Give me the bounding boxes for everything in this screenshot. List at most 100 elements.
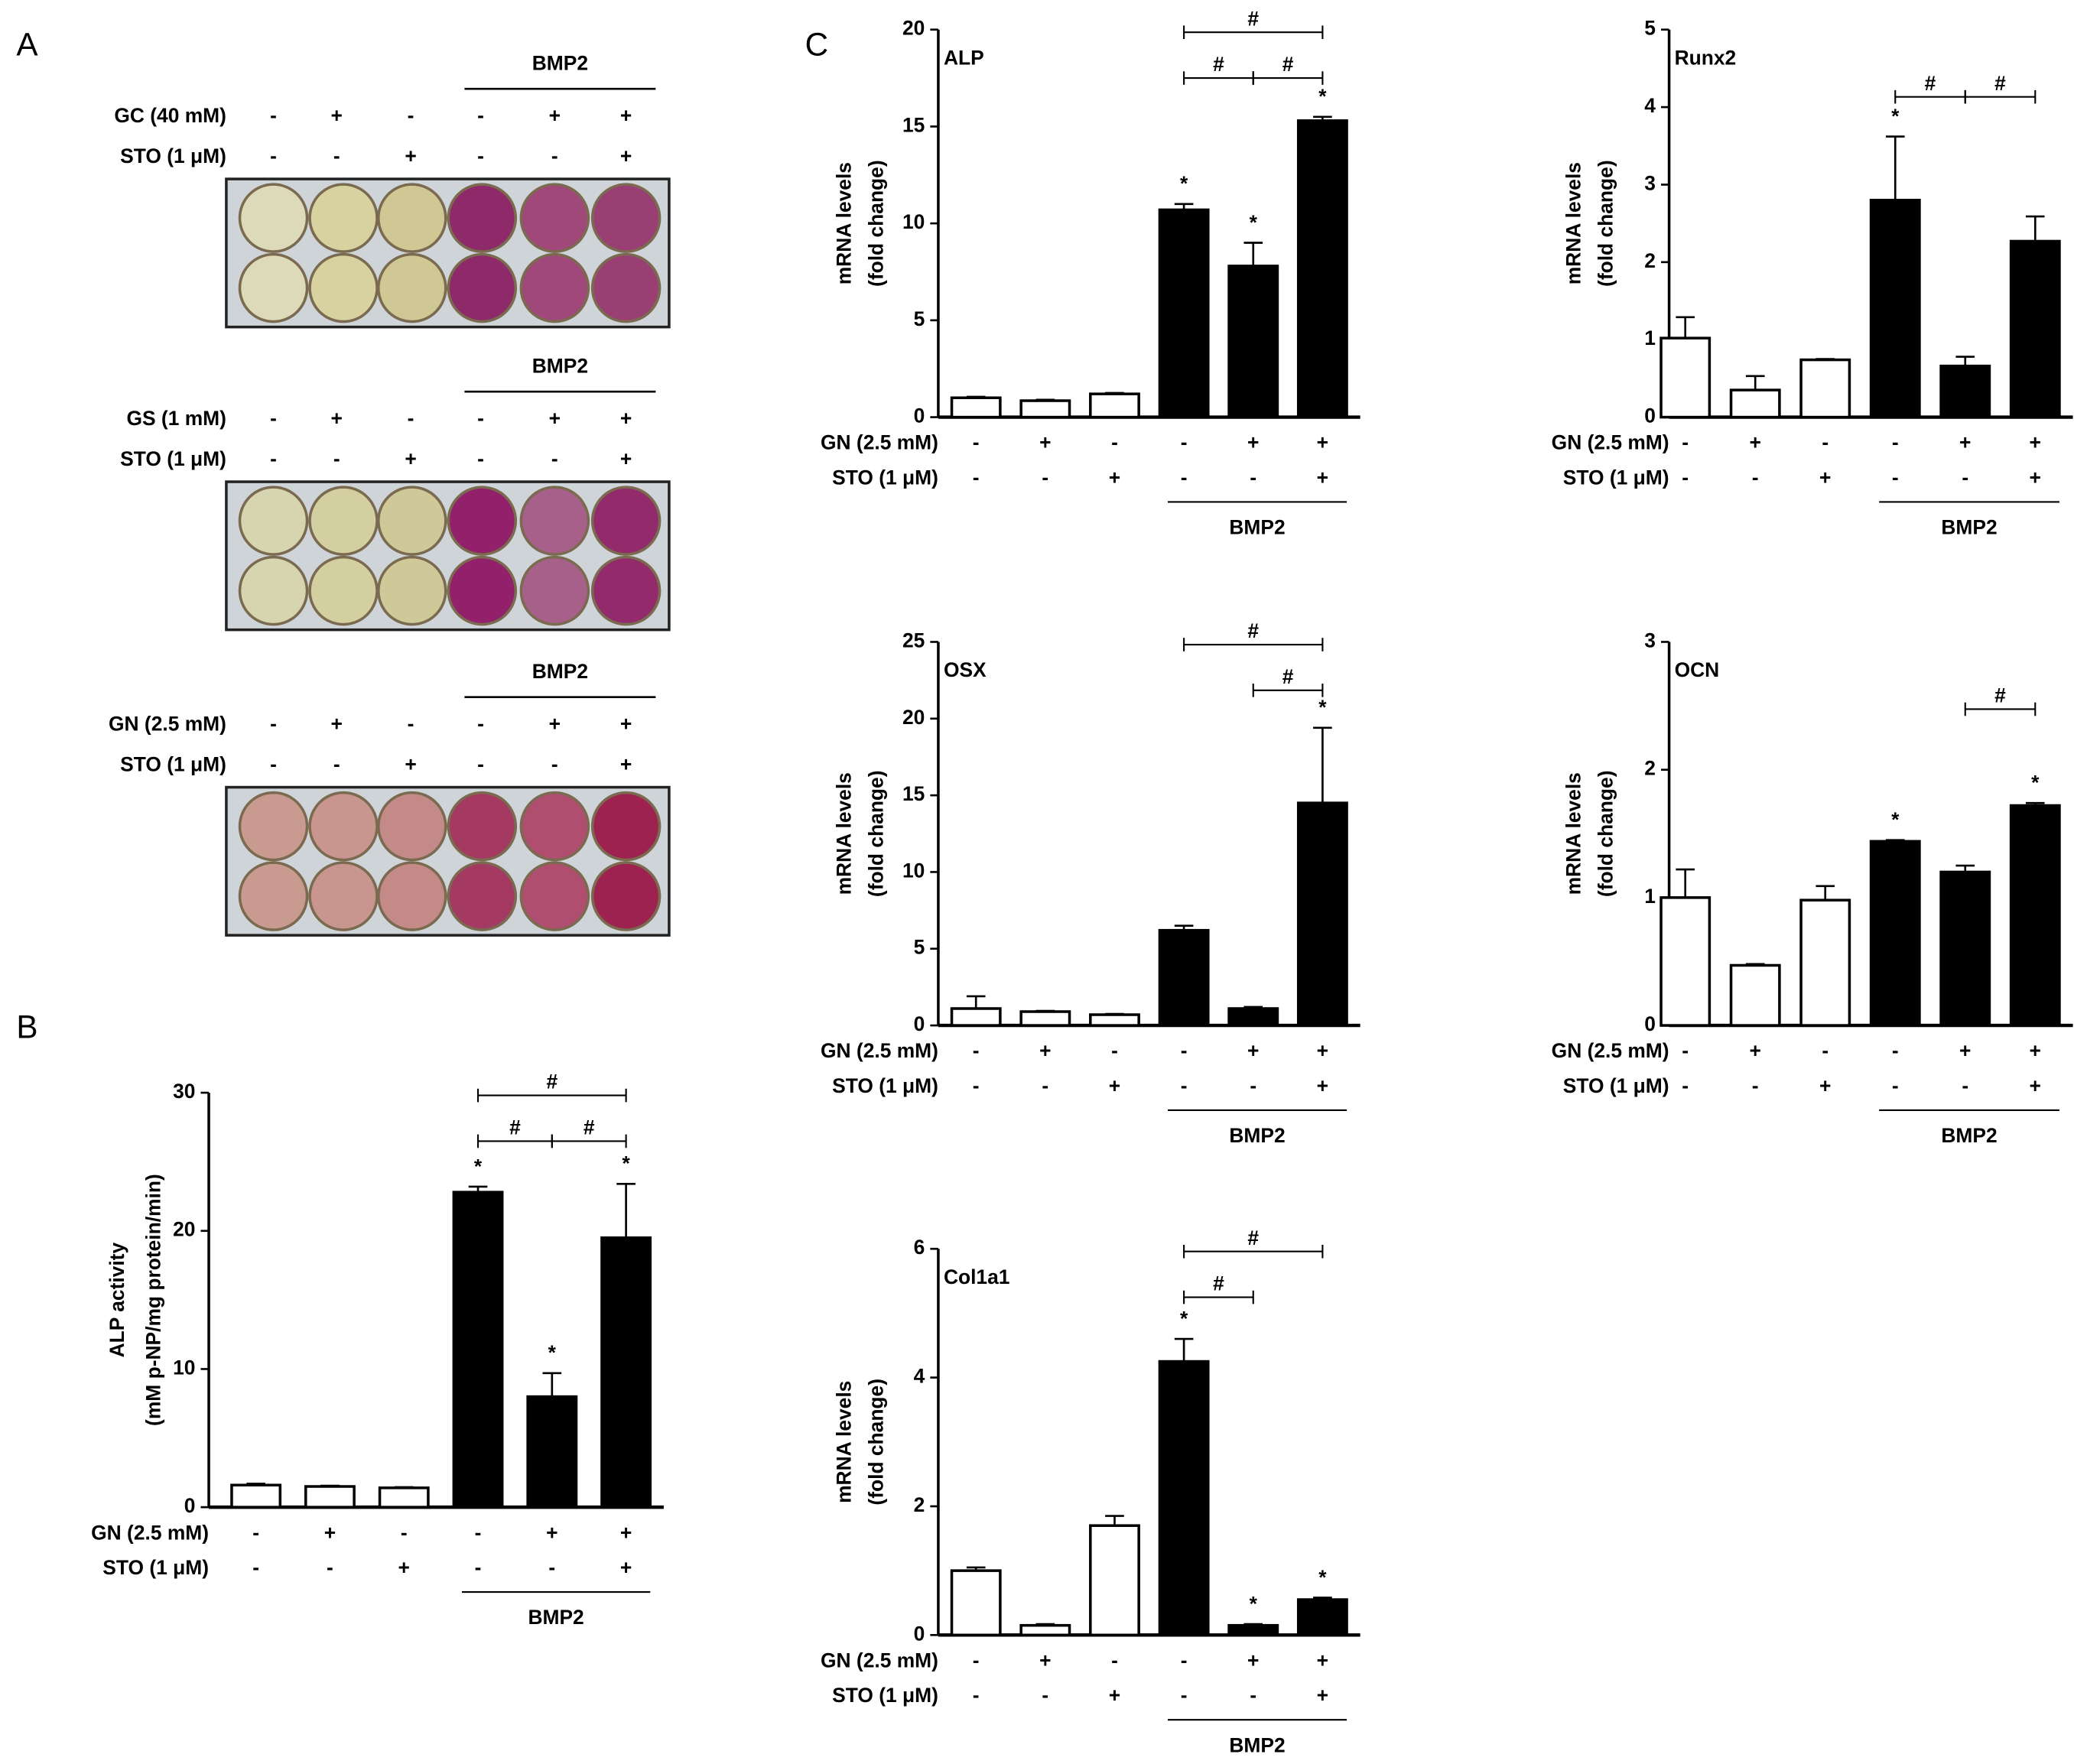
condition-mark: -: [477, 752, 484, 775]
significance-star: *: [1250, 1592, 1258, 1615]
y-tick-label: 20: [173, 1218, 195, 1241]
condition-label: GN (2.5 mM): [1552, 431, 1669, 454]
condition-mark: -: [1822, 431, 1829, 454]
condition-mark: -: [1181, 1074, 1188, 1097]
significance-star: *: [1250, 211, 1258, 234]
y-axis-label: mRNA levels: [1562, 772, 1585, 895]
well: [377, 183, 447, 253]
condition-mark: +: [2030, 466, 2041, 489]
condition-mark: -: [1250, 1684, 1256, 1707]
well: [447, 555, 518, 626]
bracket-label: #: [1994, 72, 2006, 95]
condition-mark: -: [1042, 1074, 1048, 1097]
group-label: BMP2: [528, 1606, 584, 1629]
well: [447, 183, 518, 253]
condition-mark: +: [620, 104, 632, 127]
bar: [304, 1485, 356, 1509]
condition-mark: -: [477, 447, 484, 470]
significance-star: *: [548, 1341, 557, 1364]
condition-mark: -: [270, 407, 277, 430]
condition-label: STO (1 μM): [120, 447, 226, 470]
well: [238, 252, 309, 323]
bar: [1089, 1524, 1140, 1637]
well: [308, 555, 379, 626]
group-label: BMP2: [532, 51, 588, 74]
condition-mark: +: [1750, 431, 1761, 454]
chart-title: OCN: [1675, 658, 1720, 681]
condition-label: GN (2.5 mM): [1552, 1039, 1669, 1062]
y-tick-label: 2: [1644, 249, 1656, 272]
condition-mark: -: [401, 1521, 408, 1544]
bracket-label: #: [1282, 53, 1294, 76]
bar: [1227, 1007, 1279, 1027]
condition-label: GC (40 mM): [114, 104, 226, 127]
group-label: BMP2: [1229, 1733, 1285, 1756]
condition-mark: +: [1819, 1074, 1831, 1097]
condition-mark: +: [620, 1556, 632, 1579]
condition-mark: +: [1109, 1074, 1120, 1097]
condition-mark: +: [1317, 1684, 1328, 1707]
condition-mark: -: [548, 1556, 555, 1579]
condition-mark: -: [475, 1556, 482, 1579]
condition-mark: +: [2030, 1039, 2041, 1062]
condition-mark: -: [477, 145, 484, 167]
significance-star: *: [1318, 696, 1327, 719]
group-label: BMP2: [1229, 516, 1285, 539]
condition-label: GN (2.5 mM): [91, 1521, 209, 1544]
condition-label: STO (1 μM): [832, 1074, 938, 1097]
condition-label: STO (1 μM): [832, 466, 938, 489]
condition-mark: -: [1181, 431, 1188, 454]
bar: [452, 1191, 504, 1509]
well: [377, 791, 447, 862]
y-tick-label: 1: [1644, 885, 1656, 908]
y-tick-label: 4: [914, 1365, 925, 1388]
condition-mark: -: [1962, 1074, 1968, 1097]
condition-mark: -: [1822, 1039, 1829, 1062]
condition-mark: +: [620, 145, 632, 167]
bracket-label: #: [1994, 684, 2006, 707]
y-tick-label: 5: [914, 307, 925, 330]
bracket-label: #: [584, 1116, 595, 1139]
y-tick-label: 5: [914, 936, 925, 959]
condition-mark: -: [333, 447, 340, 470]
condition-mark: -: [1181, 1684, 1188, 1707]
condition-mark: -: [408, 407, 414, 430]
bracket-label: #: [1247, 1226, 1259, 1249]
condition-mark: -: [1042, 466, 1048, 489]
group-label: BMP2: [532, 660, 588, 683]
bar: [950, 396, 1002, 419]
well: [447, 791, 518, 862]
bar: [2009, 239, 2061, 419]
well: [238, 861, 309, 931]
significance-star: *: [622, 1152, 630, 1175]
condition-label: GN (2.5 mM): [109, 713, 226, 736]
well: [519, 791, 590, 862]
well: [519, 486, 590, 556]
condition-mark: -: [973, 431, 980, 454]
condition-mark: -: [477, 407, 484, 430]
condition-mark: +: [620, 1521, 632, 1544]
condition-mark: -: [973, 1684, 980, 1707]
condition-label: STO (1 μM): [1563, 1074, 1669, 1097]
y-tick-label: 0: [1644, 1012, 1656, 1035]
chart-title: Runx2: [1675, 46, 1737, 69]
condition-mark: -: [408, 713, 414, 736]
y-axis-label: (mM p-NP/mg protein/min): [142, 1174, 165, 1426]
condition-label: GN (2.5 mM): [821, 1039, 938, 1062]
condition-mark: -: [270, 447, 277, 470]
significance-star: *: [2031, 771, 2040, 794]
y-axis-label: (fold change): [865, 1379, 888, 1506]
condition-mark: +: [1317, 431, 1328, 454]
condition-mark: +: [549, 713, 561, 736]
bar: [1869, 840, 1921, 1027]
condition-mark: -: [1042, 1684, 1048, 1707]
condition-mark: +: [405, 145, 416, 167]
condition-mark: -: [1111, 431, 1118, 454]
condition-label: GN (2.5 mM): [821, 431, 938, 454]
y-tick-label: 0: [1644, 404, 1656, 427]
bracket-label: #: [1213, 53, 1224, 76]
y-axis-label: (fold change): [865, 770, 888, 897]
chart-title: Col1a1: [944, 1265, 1010, 1288]
bar: [1869, 198, 1921, 419]
